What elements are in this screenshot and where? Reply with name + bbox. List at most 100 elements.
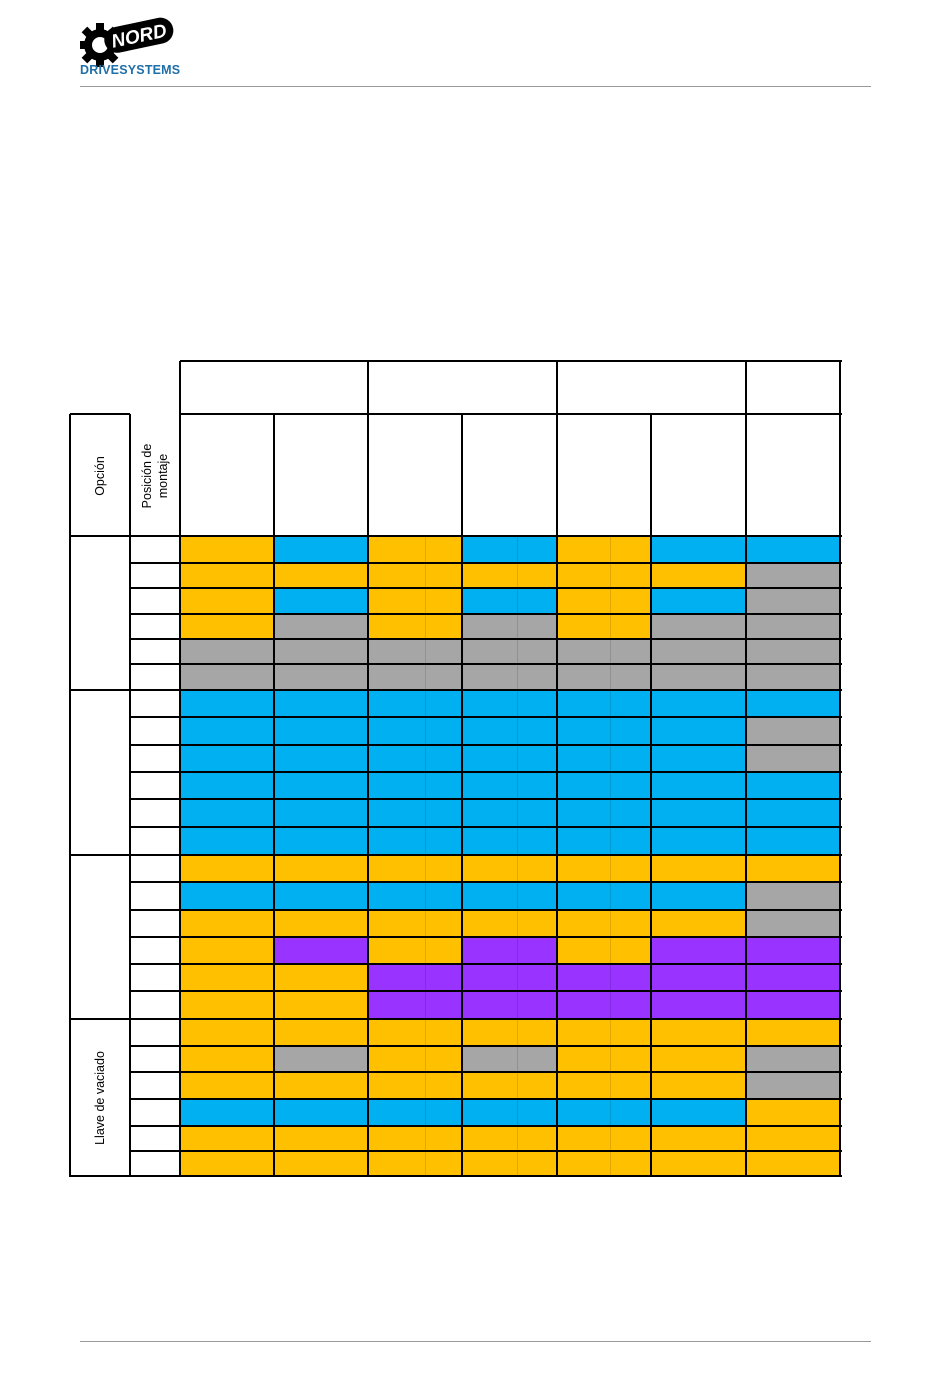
color-cell	[651, 937, 746, 964]
color-cell	[180, 563, 274, 588]
color-cell	[651, 910, 746, 937]
color-cell	[462, 717, 557, 745]
color-cell	[557, 1099, 651, 1126]
color-cell	[462, 1151, 557, 1176]
color-cell	[274, 1019, 368, 1046]
color-cell	[180, 639, 274, 664]
color-cell	[274, 664, 368, 690]
color-cell	[557, 772, 651, 799]
color-cell	[180, 1099, 274, 1126]
color-cell	[274, 614, 368, 639]
color-cell	[274, 717, 368, 745]
grid-line	[180, 413, 842, 415]
grid-line	[130, 587, 842, 589]
color-cell	[557, 827, 651, 855]
color-cell	[746, 910, 840, 937]
grid-line	[130, 1071, 842, 1073]
color-cell	[557, 1126, 651, 1151]
color-cell	[368, 827, 462, 855]
position-header: Posición de montaje	[140, 443, 170, 509]
color-cell	[651, 991, 746, 1019]
grid-line	[70, 854, 130, 856]
color-cell	[651, 536, 746, 563]
grid-line	[130, 798, 842, 800]
color-cell	[557, 536, 651, 563]
color-cell	[557, 563, 651, 588]
color-cell	[746, 664, 840, 690]
color-cell	[368, 772, 462, 799]
grid-line	[556, 361, 558, 536]
color-cell	[462, 910, 557, 937]
color-cell	[746, 639, 840, 664]
color-cell	[462, 937, 557, 964]
color-cell	[274, 639, 368, 664]
color-cell	[180, 910, 274, 937]
grid-line	[839, 361, 841, 536]
color-cell	[462, 745, 557, 772]
color-cell	[746, 882, 840, 910]
color-cell	[651, 639, 746, 664]
grid-line	[556, 536, 558, 1177]
color-cell	[557, 664, 651, 690]
color-cell	[746, 855, 840, 882]
color-cell	[274, 1151, 368, 1176]
grid-line	[650, 536, 652, 1177]
color-cell	[180, 664, 274, 690]
sub-line	[610, 536, 611, 1176]
grid-line	[130, 1018, 842, 1020]
option-header: Opción	[92, 456, 107, 496]
grid-line	[130, 1150, 842, 1152]
header-divider	[80, 86, 871, 87]
color-cell	[180, 964, 274, 991]
color-cell	[746, 827, 840, 855]
grid-line	[745, 536, 747, 1177]
color-cell	[557, 588, 651, 614]
color-cell	[651, 588, 746, 614]
color-cell	[462, 614, 557, 639]
color-cell	[368, 745, 462, 772]
color-cell	[368, 799, 462, 827]
color-cell	[274, 745, 368, 772]
grid-line	[179, 361, 181, 536]
color-cell	[651, 855, 746, 882]
color-cell	[274, 855, 368, 882]
color-cell	[274, 772, 368, 799]
color-cell	[180, 614, 274, 639]
color-cell	[462, 664, 557, 690]
color-cell	[462, 1072, 557, 1099]
color-cell	[651, 964, 746, 991]
grid-line	[367, 361, 369, 536]
color-cell	[651, 1072, 746, 1099]
color-cell	[180, 717, 274, 745]
color-cell	[557, 745, 651, 772]
sub-line	[425, 536, 426, 1176]
grid-line	[461, 536, 463, 1177]
grid-line	[180, 360, 842, 362]
grid-line	[367, 536, 369, 1177]
color-cell	[274, 991, 368, 1019]
color-cell	[368, 1151, 462, 1176]
group-label: Llave de vaciado	[92, 1050, 107, 1145]
color-cell	[180, 536, 274, 563]
color-cell	[557, 882, 651, 910]
color-cell	[368, 664, 462, 690]
color-cell	[180, 882, 274, 910]
color-cell	[462, 1046, 557, 1072]
grid-line	[70, 535, 842, 537]
color-cell	[274, 910, 368, 937]
color-cell	[274, 1046, 368, 1072]
color-cell	[368, 991, 462, 1019]
grid-line	[130, 1098, 842, 1100]
color-cell	[557, 1072, 651, 1099]
color-cell	[651, 614, 746, 639]
color-cell	[274, 882, 368, 910]
color-cell	[651, 664, 746, 690]
color-cell	[557, 614, 651, 639]
grid-line	[129, 536, 131, 1177]
color-cell	[651, 1151, 746, 1176]
color-cell	[746, 799, 840, 827]
color-cell	[462, 855, 557, 882]
grid-line	[130, 963, 842, 965]
color-cell	[462, 991, 557, 1019]
color-cell	[368, 588, 462, 614]
